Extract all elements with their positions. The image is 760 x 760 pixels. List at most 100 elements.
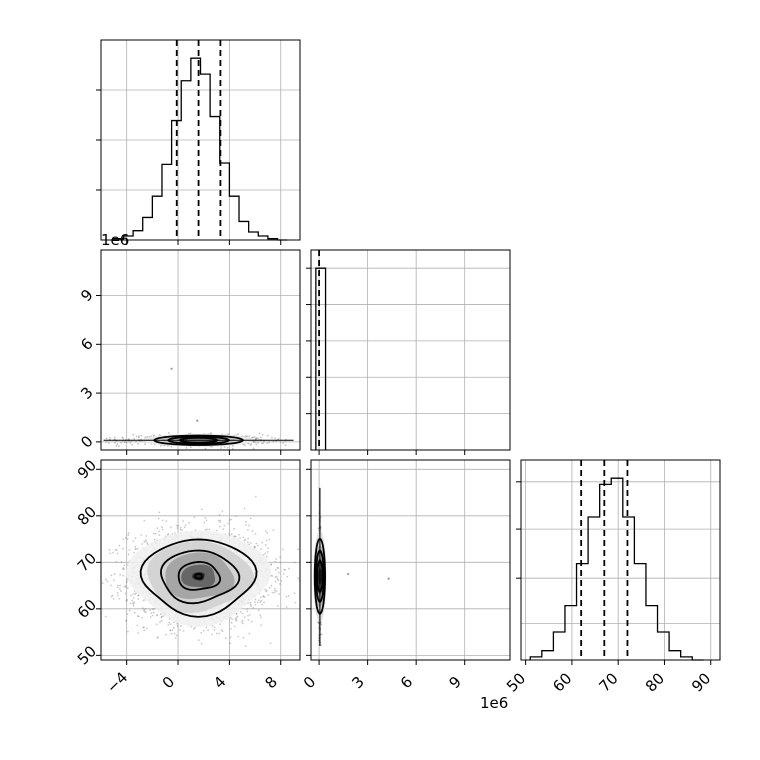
p20-sample-point <box>143 608 146 611</box>
p10-sample-point <box>129 441 132 444</box>
p22-x-tick-label-2: 70 <box>596 669 622 695</box>
p10-sample-point <box>140 434 143 437</box>
p20-sample-point <box>254 545 256 548</box>
p20-sample-point <box>127 534 130 537</box>
p20-sample-point <box>233 625 236 628</box>
p20-x-tick-label-3: 8 <box>261 673 280 692</box>
p20-sample-point <box>94 581 96 583</box>
p20-sample-point <box>143 629 146 632</box>
p10-sample-point <box>244 435 247 437</box>
p20-sample-point <box>108 548 111 551</box>
p20-sample-point <box>272 529 275 532</box>
p20-sample-point <box>116 552 119 555</box>
p20-sample-point <box>152 611 155 614</box>
p20-sample-point <box>244 524 247 526</box>
p20-sample-point <box>254 533 257 536</box>
p20-sample-point <box>125 620 128 623</box>
p20-sample-point <box>264 552 267 555</box>
p20-sample-point <box>204 516 207 519</box>
p20-sample-point <box>257 599 260 602</box>
p20-sample-point <box>297 577 300 580</box>
p20-sample-point <box>293 592 296 595</box>
p20-sample-point <box>238 533 240 536</box>
p20-sample-point <box>206 528 208 531</box>
p21-frame <box>310 459 511 661</box>
p20-sample-point <box>165 520 168 523</box>
p10-y-tick-label-1: 3 <box>77 383 96 402</box>
p10-sample-point <box>146 435 149 438</box>
p20-sample-point <box>158 511 161 514</box>
p20-sample-point <box>120 590 122 593</box>
p20-sample-point <box>200 642 203 645</box>
p10-sample-point <box>220 447 223 450</box>
p20-sample-point <box>225 637 227 640</box>
p20-sample-point <box>182 630 185 632</box>
p20-sample-point <box>273 591 276 594</box>
p22-x-tick-label-4: 90 <box>688 669 714 695</box>
p20-sample-point <box>244 538 247 541</box>
p20-sample-point <box>242 536 245 539</box>
p10-sample-point <box>253 436 256 438</box>
p20-sample-point <box>122 567 125 569</box>
p20-sample-point <box>153 607 155 610</box>
p20-sample-point <box>293 561 296 564</box>
p20-sample-point <box>144 540 147 542</box>
p20-y-tick-label-0: 50 <box>74 642 100 668</box>
p20-sample-point <box>158 534 161 536</box>
p20-sample-point <box>230 533 233 536</box>
p10-sample-point <box>249 444 252 447</box>
p20-sample-point <box>262 595 265 597</box>
p20-sample-point <box>274 568 277 571</box>
p20-sample-point <box>140 534 143 536</box>
p20-sample-point <box>260 624 263 627</box>
p00-hist-step <box>113 57 288 241</box>
p20-sample-point <box>219 519 222 522</box>
p20-sample-point <box>115 549 118 551</box>
p20-sample-point <box>111 594 114 597</box>
p20-sample-point <box>242 636 245 639</box>
p20-sample-point <box>168 621 171 624</box>
p10-sample-point <box>282 442 285 444</box>
p20-sample-point <box>251 530 254 533</box>
p20-sample-point <box>215 529 218 532</box>
p20-sample-point <box>230 627 232 630</box>
scatter-param-0-vs-2-panel: −4 0 4 8 50 60 70 80 90 <box>74 456 301 697</box>
p20-sample-point <box>253 545 256 548</box>
p20-sample-point <box>155 614 158 617</box>
p10-sample-point <box>266 442 269 445</box>
p20-sample-point <box>287 595 290 597</box>
p20-y-tick-label-3: 80 <box>74 503 100 529</box>
p10-sample-point <box>185 447 188 449</box>
p10-sample-point <box>232 445 235 447</box>
p20-sample-point <box>250 605 253 607</box>
p20-sample-point <box>252 607 255 609</box>
p10-sample-point <box>231 447 234 450</box>
p20-sample-point <box>126 587 129 589</box>
p20-sample-point <box>134 593 136 596</box>
p20-content <box>86 495 300 647</box>
p10-sample-point <box>133 437 136 440</box>
p10-sample-point <box>123 441 126 443</box>
p20-sample-point <box>144 608 147 610</box>
p10-sample-point <box>160 444 162 447</box>
p10-outlier-1 <box>196 419 199 422</box>
p20-sample-point <box>128 549 131 551</box>
p20-sample-point <box>137 632 140 634</box>
p20-sample-point <box>109 552 112 555</box>
p21-x-tick-label-3: 9 <box>445 673 464 692</box>
p10-sample-point <box>150 435 153 438</box>
p20-sample-point <box>86 624 88 626</box>
p22-frame <box>520 459 721 661</box>
p20-sample-point <box>243 616 246 619</box>
p20-sample-point <box>179 629 181 631</box>
p20-sample-point <box>271 591 274 594</box>
p10-sample-point <box>121 436 124 439</box>
p20-sample-point <box>265 590 268 593</box>
p21-outlier-1 <box>387 577 390 580</box>
x-offset-label-param-1: 1e6 <box>480 694 508 712</box>
p20-sample-point <box>274 580 277 583</box>
p20-sample-point <box>193 516 196 519</box>
p10-sample-point <box>105 441 108 444</box>
p20-sample-point <box>134 547 137 550</box>
hist-param-0-panel <box>96 39 301 245</box>
